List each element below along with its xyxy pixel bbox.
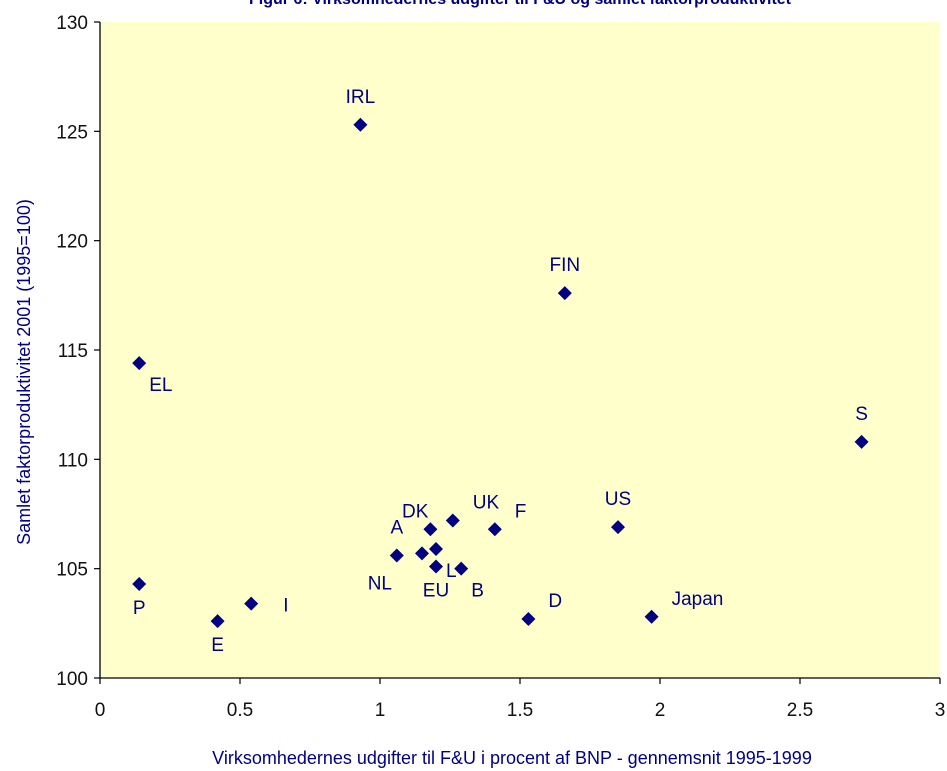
- point-label: EU: [423, 580, 449, 601]
- point-label: E: [211, 635, 224, 656]
- x-axis-title: Virksomhedernes udgifter til F&U i proce…: [212, 748, 812, 768]
- y-axis-ticks: 100 105 110 115 120 125 130: [56, 13, 100, 690]
- point-label: FIN: [549, 255, 580, 276]
- point-label: A: [390, 518, 403, 539]
- data-point-marker: [521, 611, 536, 626]
- y-tick-label: 125: [56, 122, 88, 143]
- point-label: P: [133, 598, 146, 619]
- y-tick-label: 115: [58, 341, 88, 362]
- x-tick-label: 0.5: [227, 700, 253, 721]
- point-label: S: [855, 404, 868, 425]
- data-point-marker: [429, 541, 443, 556]
- x-tick-label: 1.5: [507, 700, 533, 721]
- data-points: [132, 117, 869, 629]
- data-point-marker: [132, 576, 147, 591]
- point-label: Japan: [672, 589, 724, 610]
- y-tick-label: 105: [56, 560, 88, 581]
- x-tick-label: 2.5: [787, 700, 813, 721]
- data-point-marker: [423, 522, 438, 537]
- data-point-marker: [644, 609, 659, 624]
- point-label: DK: [402, 501, 429, 522]
- data-point-marker: [132, 356, 147, 371]
- x-tick-label: 0: [95, 700, 106, 721]
- data-point-marker: [210, 614, 225, 629]
- data-point-marker: [415, 546, 429, 561]
- data-point-marker: [611, 520, 625, 535]
- y-axis-title: Samlet faktorproduktivitet 2001 (1995=10…: [14, 199, 34, 545]
- data-point-marker: [557, 286, 572, 301]
- y-tick-label: 100: [56, 669, 88, 690]
- point-label: D: [548, 591, 562, 612]
- point-label: NL: [368, 573, 392, 594]
- data-point-marker: [389, 548, 404, 563]
- data-point-marker: [244, 596, 259, 611]
- point-label: US: [605, 489, 631, 510]
- x-tick-label: 1: [375, 700, 386, 721]
- point-label: UK: [473, 493, 500, 514]
- x-axis-ticks: 0 0.5 1 1.5 2 2.5 3: [95, 678, 946, 721]
- y-tick-label: 120: [56, 232, 88, 253]
- point-label: L: [446, 561, 457, 582]
- data-point-marker: [454, 561, 469, 576]
- point-label: I: [283, 596, 288, 617]
- data-point-marker: [487, 522, 502, 537]
- y-tick-label: 130: [56, 13, 88, 34]
- plot-area: [100, 22, 940, 678]
- chart-title: Figur 6: Virksomhedernes udgifter til F&…: [249, 0, 792, 8]
- data-point-marker: [854, 434, 869, 449]
- point-labels: IRL FIN EL S DK UK F US A NL LEU B P I E D Japan: [133, 87, 868, 656]
- point-label: B: [471, 581, 484, 602]
- data-point-marker: [429, 559, 443, 574]
- data-point-marker: [445, 513, 460, 528]
- x-tick-label: 3: [935, 700, 946, 721]
- point-label: F: [515, 501, 527, 522]
- point-label: IRL: [346, 87, 376, 108]
- y-tick-label: 110: [58, 450, 88, 471]
- x-tick-label: 2: [655, 700, 666, 721]
- point-label: EL: [149, 375, 172, 396]
- data-point-marker: [353, 117, 368, 132]
